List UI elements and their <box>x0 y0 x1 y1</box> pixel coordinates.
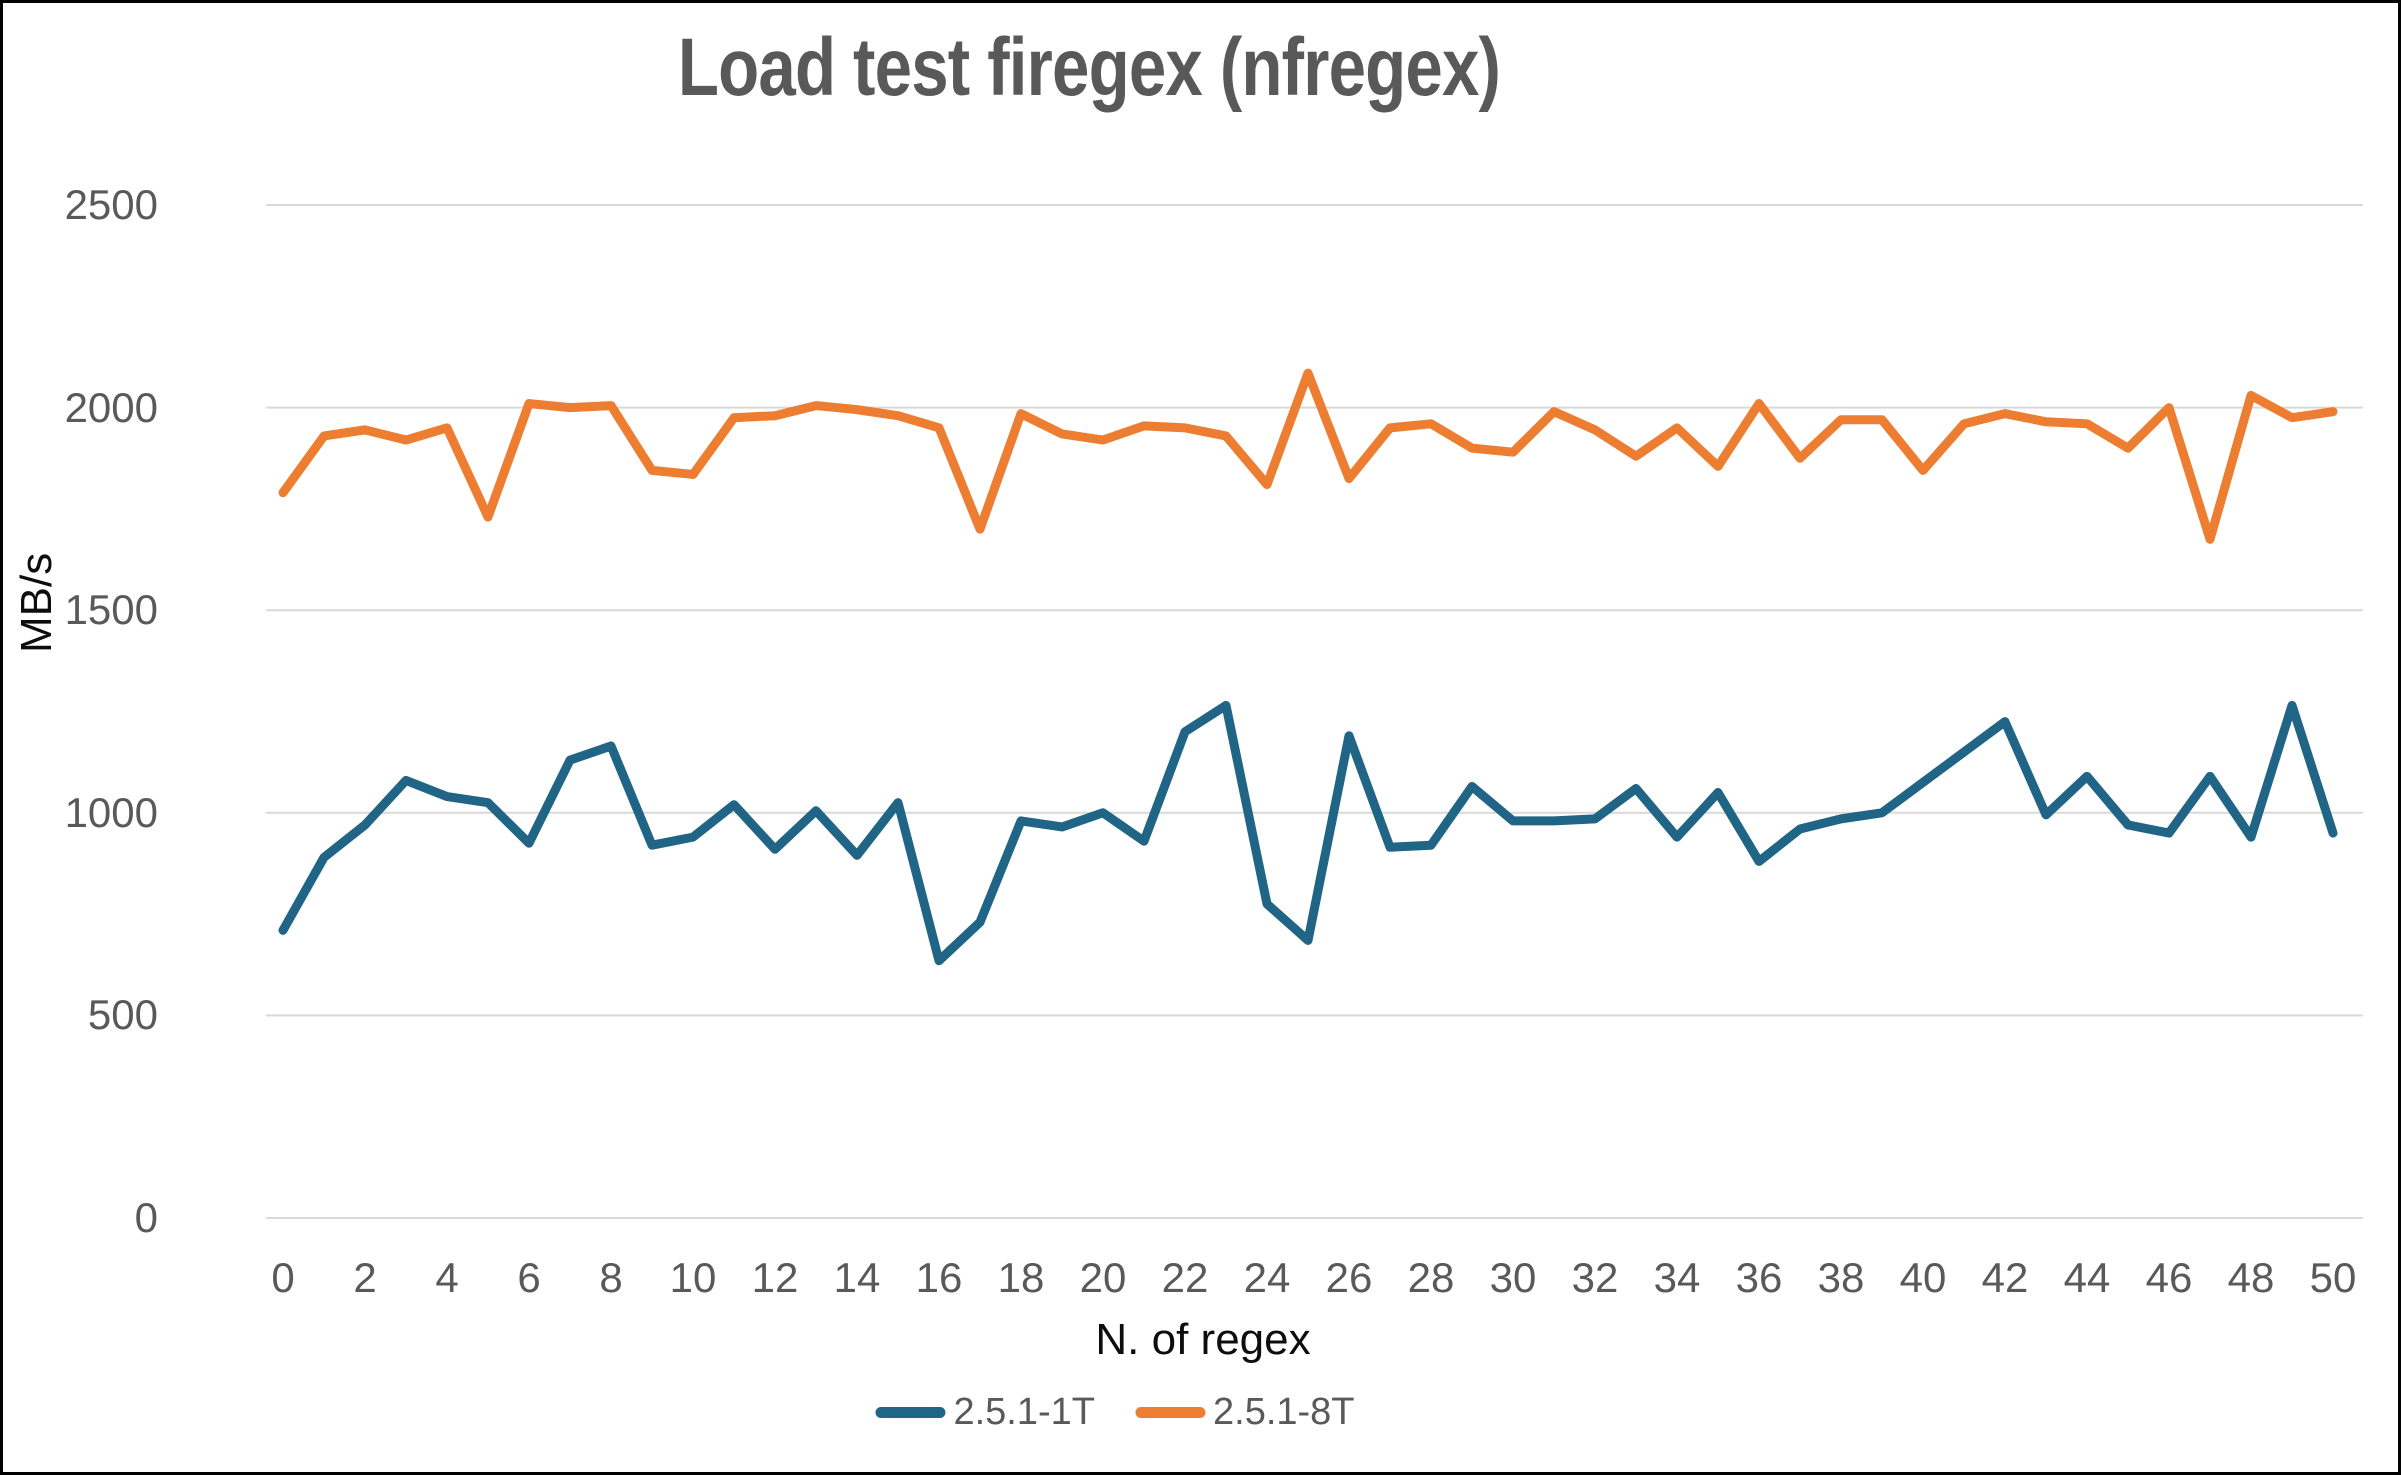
x-tick-label: 12 <box>751 1254 799 1301</box>
x-tick-label: 16 <box>915 1254 963 1301</box>
y-tick-label: 2000 <box>64 383 158 431</box>
x-tick-label: 22 <box>1161 1254 1209 1301</box>
x-tick-label: 6 <box>517 1254 541 1301</box>
y-tick-label: 1500 <box>64 586 158 634</box>
plot-svg <box>266 204 2363 1219</box>
x-tick-label: 26 <box>1325 1254 1373 1301</box>
x-tick-label: 44 <box>2063 1254 2111 1301</box>
x-tick-label: 24 <box>1243 1254 1291 1301</box>
x-tick-label: 4 <box>435 1254 459 1301</box>
x-tick-label: 48 <box>2227 1254 2275 1301</box>
series-line-2.5.1-1T <box>278 700 2338 966</box>
y-tick-label: 0 <box>134 1194 158 1241</box>
legend-swatch-icon <box>875 1407 946 1418</box>
x-tick-label: 8 <box>599 1254 623 1301</box>
x-tick-label: 36 <box>1735 1254 1783 1301</box>
x-tick-label: 50 <box>2309 1254 2357 1301</box>
y-tick-label: 2500 <box>64 181 158 228</box>
legend-label: 2.5.1-1T <box>953 1391 1095 1433</box>
x-tick-label: 14 <box>833 1254 881 1301</box>
x-tick-label: 40 <box>1899 1254 1947 1301</box>
x-axis-title: N. of regex <box>1095 1315 1311 1364</box>
x-tick-label: 46 <box>2145 1254 2193 1301</box>
legend-label: 2.5.1-8T <box>1213 1391 1355 1433</box>
x-tick-label: 42 <box>1981 1254 2029 1301</box>
x-tick-label: 28 <box>1407 1254 1455 1301</box>
x-tick-label: 20 <box>1079 1254 1127 1301</box>
x-tick-label: 10 <box>669 1254 717 1301</box>
series-line-2.5.1-8T <box>278 368 2338 544</box>
x-tick-label: 34 <box>1653 1254 1701 1301</box>
x-tick-label: 0 <box>271 1254 295 1301</box>
x-tick-label: 38 <box>1817 1254 1865 1301</box>
x-tick-label: 18 <box>997 1254 1045 1301</box>
legend-swatch-icon <box>1135 1407 1205 1418</box>
y-tick-label: 500 <box>87 991 158 1039</box>
x-tick-label: 2 <box>353 1254 377 1301</box>
legend-item-2.5.1-8T: 2.5.1-8T <box>1135 1391 1355 1434</box>
x-tick-label: 32 <box>1571 1254 1619 1301</box>
y-tick-label: 1000 <box>64 788 158 836</box>
legend: 2.5.1-1T 2.5.1-8T <box>875 1391 1355 1434</box>
chart-title: Load test firegex (nfregex) <box>677 22 1501 113</box>
legend-item-2.5.1-1T: 2.5.1-1T <box>875 1391 1095 1434</box>
x-tick-label: 30 <box>1489 1254 1537 1301</box>
